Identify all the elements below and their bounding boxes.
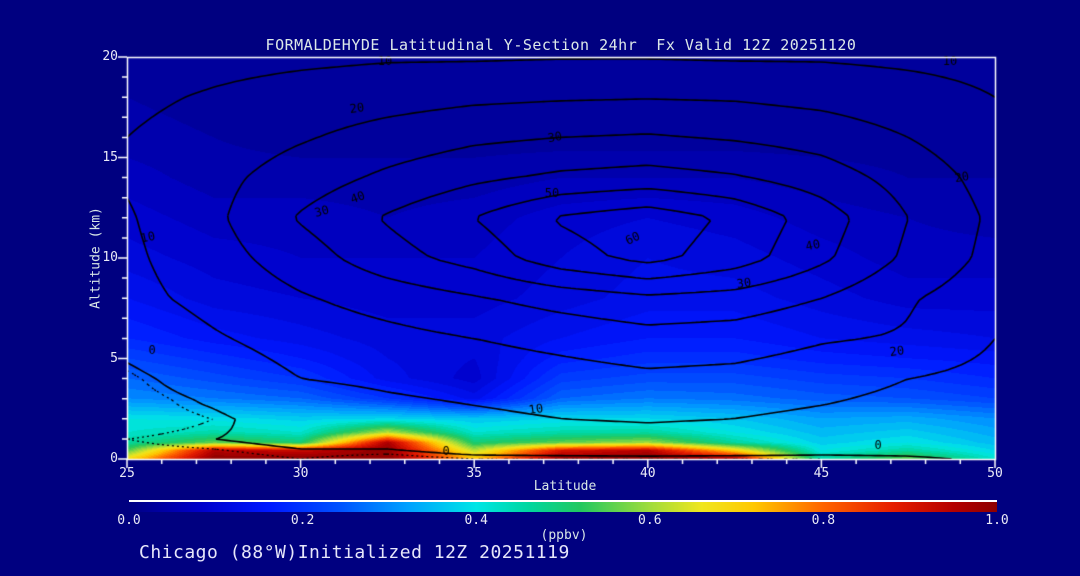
y-tick-label: 20 bbox=[102, 49, 118, 64]
colorbar-gradient bbox=[129, 500, 997, 512]
x-tick-label: 45 bbox=[813, 466, 830, 481]
x-tick-label: 25 bbox=[119, 466, 135, 481]
page-title: FORMALDEHYDE Latitudinal Y-Section 24hr … bbox=[265, 36, 857, 54]
colorbar-tick-label: 0.6 bbox=[638, 513, 662, 528]
footer-init-text: Chicago (88°W)Initialized 12Z 20251119 bbox=[139, 542, 570, 563]
x-tick-label: 50 bbox=[987, 466, 1003, 481]
y-tick-label: 10 bbox=[102, 250, 118, 265]
x-tick-label: 35 bbox=[466, 466, 483, 481]
colorbar-tick-label: 1.0 bbox=[985, 513, 1009, 528]
y-tick-label: 15 bbox=[102, 149, 118, 165]
y-tick-label: 0 bbox=[110, 451, 118, 466]
colorbar-tick-label: 0.0 bbox=[117, 513, 141, 528]
colorbar-unit-label: (ppbv) bbox=[540, 528, 588, 543]
x-tick-label: 40 bbox=[639, 466, 656, 481]
colorbar-tick-label: 0.4 bbox=[464, 513, 488, 528]
y-tick-label: 5 bbox=[110, 350, 118, 366]
x-tick-label: 30 bbox=[292, 466, 309, 481]
colorbar-tick-label: 0.2 bbox=[290, 513, 315, 528]
colorbar-tick-label: 0.8 bbox=[811, 513, 836, 528]
x-axis-label: Latitude bbox=[533, 479, 597, 494]
